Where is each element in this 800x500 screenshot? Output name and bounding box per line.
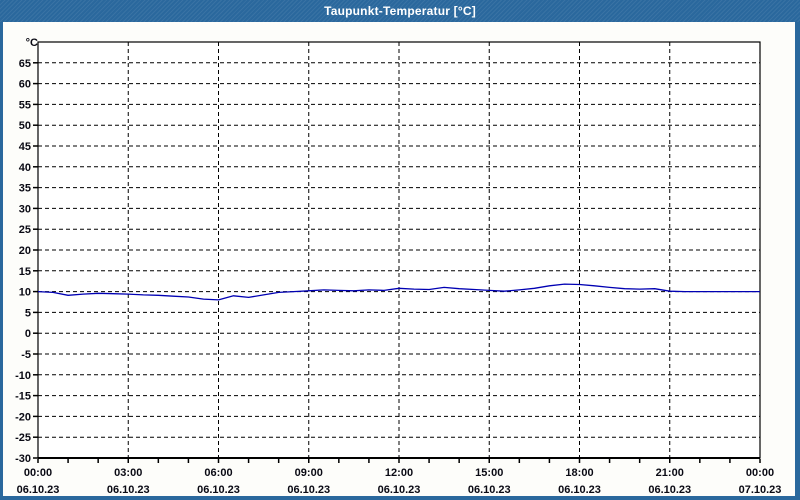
chart-title: Taupunkt-Temperatur [°C] xyxy=(324,4,476,18)
window-border-left xyxy=(0,22,3,500)
y-axis-label: -30 xyxy=(15,453,31,465)
x-axis-time-label: 15:00 xyxy=(475,467,503,479)
y-axis-label: 55 xyxy=(19,99,31,111)
y-axis-label: 45 xyxy=(19,141,31,153)
y-axis-label: 30 xyxy=(19,203,31,215)
y-axis-label: -20 xyxy=(15,411,31,423)
y-axis-label: 60 xyxy=(19,79,31,91)
dewpoint-chart: 65605550454035302520151050-5-10-15-20-25… xyxy=(15,37,782,496)
window-border-bottom xyxy=(0,496,800,500)
y-axis-label: 15 xyxy=(19,266,31,278)
x-axis-date-label: 06.10.23 xyxy=(468,484,511,496)
x-axis-date-label: 06.10.23 xyxy=(287,484,330,496)
window-titlebar: Taupunkt-Temperatur [°C] xyxy=(0,0,800,22)
x-axis-time-label: 00:00 xyxy=(746,467,774,479)
x-axis-time-label: 12:00 xyxy=(385,467,413,479)
x-axis-time-label: 18:00 xyxy=(565,467,593,479)
x-axis-date-label: 07.10.23 xyxy=(739,484,782,496)
x-axis-time-label: 06:00 xyxy=(204,467,232,479)
y-axis-label: -5 xyxy=(21,349,31,361)
x-axis-date-label: 06.10.23 xyxy=(17,484,60,496)
y-axis-label: 10 xyxy=(19,287,31,299)
window-border-right xyxy=(795,22,800,500)
y-axis-label: 40 xyxy=(19,162,31,174)
y-axis-unit-label: °C xyxy=(26,37,38,49)
y-axis-label: 0 xyxy=(25,328,31,340)
y-axis-label: 20 xyxy=(19,245,31,257)
y-axis-label: 65 xyxy=(19,58,31,70)
y-axis-label: -15 xyxy=(15,391,31,403)
y-axis-label: -10 xyxy=(15,370,31,382)
x-axis-date-label: 06.10.23 xyxy=(558,484,601,496)
y-axis-label: -25 xyxy=(15,432,31,444)
y-axis-label: 35 xyxy=(19,183,31,195)
x-axis-time-label: 03:00 xyxy=(114,467,142,479)
x-axis-time-label: 09:00 xyxy=(295,467,323,479)
x-axis-date-label: 06.10.23 xyxy=(378,484,421,496)
y-axis-label: 25 xyxy=(19,224,31,236)
y-axis-label: 5 xyxy=(25,307,31,319)
dewpoint-series-line xyxy=(37,283,760,301)
x-axis-time-label: 00:00 xyxy=(24,467,52,479)
x-axis-date-label: 06.10.23 xyxy=(107,484,150,496)
y-axis-label: 50 xyxy=(19,120,31,132)
x-axis-date-label: 06.10.23 xyxy=(197,484,240,496)
x-axis-time-label: 21:00 xyxy=(656,467,684,479)
x-axis-date-label: 06.10.23 xyxy=(648,484,691,496)
